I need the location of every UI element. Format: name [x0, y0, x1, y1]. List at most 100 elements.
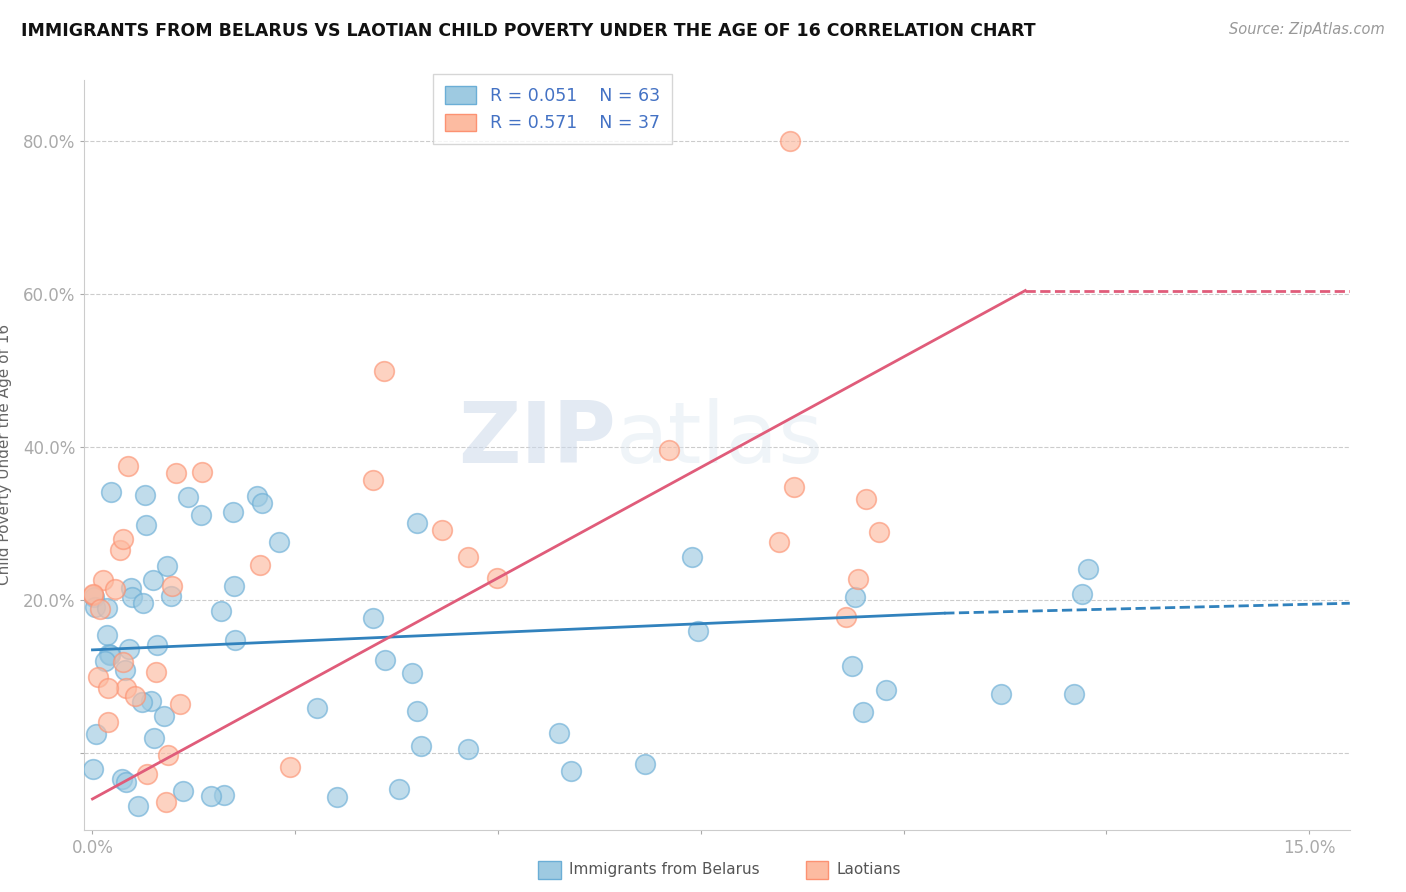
Point — [100, 484, 122, 499]
Text: IMMIGRANTS FROM BELARUS VS LAOTIAN CHILD POVERTY UNDER THE AGE OF 16 CORRELATION: IMMIGRANTS FROM BELARUS VS LAOTIAN CHILD… — [21, 22, 1036, 40]
Point — [307, 701, 329, 715]
Point — [97, 681, 120, 696]
Point — [406, 516, 429, 530]
Point — [246, 489, 269, 503]
Point — [373, 364, 395, 378]
Legend: R = 0.051    N = 63, R = 0.571    N = 37: R = 0.051 N = 63, R = 0.571 N = 37 — [433, 74, 672, 145]
Point — [250, 496, 273, 510]
Point — [136, 766, 159, 780]
Point — [146, 638, 169, 652]
Point — [162, 579, 184, 593]
Point — [97, 714, 120, 729]
Point — [224, 633, 246, 648]
Point — [121, 590, 143, 604]
Point — [249, 558, 271, 572]
Point — [841, 659, 863, 673]
Point — [280, 759, 302, 773]
Point — [855, 491, 877, 506]
Point — [97, 647, 120, 661]
Point — [222, 506, 245, 520]
Point — [112, 656, 135, 670]
Point — [124, 689, 146, 703]
Point — [93, 654, 115, 668]
Point — [82, 589, 104, 603]
Point — [131, 695, 153, 709]
Point — [200, 789, 222, 804]
Point — [87, 670, 110, 684]
Point — [104, 582, 127, 597]
Point — [114, 663, 136, 677]
Point — [83, 600, 105, 615]
Point — [326, 790, 349, 805]
Point — [143, 731, 166, 745]
Point — [84, 727, 107, 741]
Point — [457, 550, 479, 565]
Y-axis label: Child Poverty Under the Age of 16: Child Poverty Under the Age of 16 — [0, 325, 11, 585]
Point — [169, 697, 191, 711]
Point — [98, 648, 121, 662]
Point — [401, 666, 423, 681]
Point — [1071, 587, 1094, 601]
Point — [267, 535, 290, 549]
Point — [779, 135, 801, 149]
Point — [127, 798, 149, 813]
Point — [560, 764, 582, 778]
Point — [783, 480, 806, 494]
Point — [114, 775, 136, 789]
Point — [1063, 687, 1085, 701]
Point — [177, 490, 200, 504]
Point — [191, 466, 214, 480]
Point — [688, 624, 710, 638]
Point — [634, 756, 657, 771]
Text: atlas: atlas — [616, 399, 824, 482]
Point — [430, 523, 453, 537]
Point — [165, 466, 187, 480]
Point — [96, 627, 118, 641]
Point — [114, 681, 136, 695]
Point — [852, 705, 875, 719]
Point — [110, 542, 132, 557]
Point — [132, 596, 155, 610]
Point — [1077, 562, 1099, 576]
Point — [111, 772, 134, 786]
Point — [388, 781, 411, 796]
Point — [93, 573, 115, 587]
Point — [212, 788, 235, 802]
Point — [363, 611, 385, 625]
Point — [844, 590, 866, 604]
Point — [224, 579, 246, 593]
Point — [172, 784, 194, 798]
Point — [89, 602, 111, 616]
Point — [485, 571, 508, 585]
Point — [112, 532, 135, 546]
Point — [457, 742, 479, 756]
Text: Laotians: Laotians — [837, 863, 901, 877]
Point — [156, 748, 179, 763]
Point — [411, 739, 433, 754]
Point — [134, 488, 156, 502]
Point — [145, 665, 167, 680]
Point — [83, 591, 105, 605]
Point — [117, 641, 139, 656]
Point — [120, 581, 142, 595]
Point — [209, 604, 232, 618]
Point — [374, 653, 396, 667]
Point — [117, 459, 139, 474]
Point — [835, 610, 858, 624]
Point — [82, 762, 104, 776]
Point — [142, 573, 165, 587]
Point — [846, 572, 869, 586]
Point — [406, 704, 429, 718]
Point — [96, 601, 118, 615]
Point — [82, 587, 104, 601]
Point — [548, 726, 571, 740]
Point — [153, 708, 176, 723]
Point — [159, 589, 181, 603]
Text: Source: ZipAtlas.com: Source: ZipAtlas.com — [1229, 22, 1385, 37]
Point — [658, 442, 681, 457]
Point — [155, 795, 177, 809]
Point — [190, 508, 212, 522]
Point — [990, 687, 1012, 701]
Point — [868, 525, 890, 540]
Text: Immigrants from Belarus: Immigrants from Belarus — [569, 863, 761, 877]
